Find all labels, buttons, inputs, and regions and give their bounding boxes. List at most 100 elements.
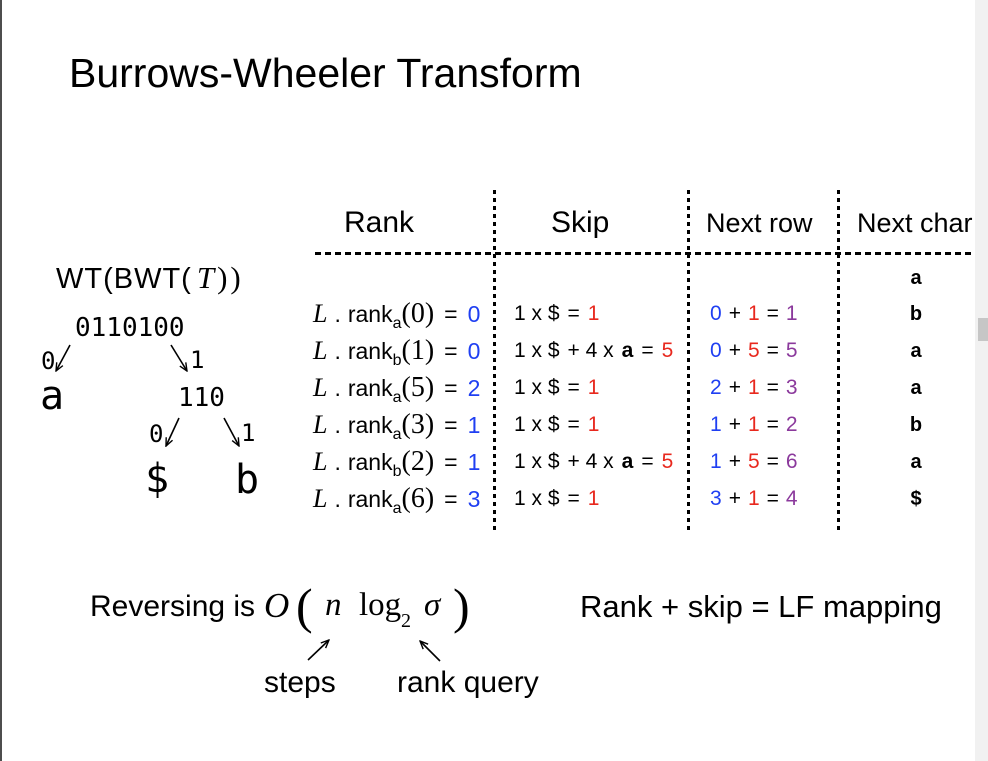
next-row-value: 3 bbox=[785, 376, 798, 399]
rank-query-annotation: rank query bbox=[397, 666, 539, 699]
caption-suffix: )) bbox=[217, 260, 244, 295]
dot-operator: . bbox=[334, 449, 341, 475]
log-function: log bbox=[359, 587, 402, 623]
skip-value: 1 bbox=[587, 302, 600, 325]
rank-expression: L . rank a (0) = 0 bbox=[313, 296, 480, 332]
rank-argument: (3) bbox=[401, 409, 435, 440]
lf-mapping-note: Rank + skip = LF mapping bbox=[580, 589, 942, 624]
skip-base: 1 x $ bbox=[514, 302, 560, 325]
root-left-edge-label: 0 bbox=[41, 347, 56, 375]
skip-expression: 1 x $ = 1 bbox=[514, 481, 599, 517]
current-rank: 3 bbox=[710, 487, 722, 510]
open-paren: ( bbox=[296, 578, 313, 634]
scrollbar-thumb[interactable] bbox=[978, 318, 988, 341]
rank-argument: (6) bbox=[401, 483, 435, 514]
variable-sigma: σ bbox=[424, 587, 441, 623]
dot-operator: . bbox=[334, 412, 341, 438]
rank-function: rank bbox=[347, 375, 393, 401]
skip-expression: 1 x $ = 1 bbox=[514, 296, 599, 332]
reversing-label: Reversing is bbox=[90, 590, 256, 623]
rank-character: a bbox=[392, 315, 402, 332]
equals-sign: = bbox=[766, 339, 779, 362]
header-rank: Rank bbox=[344, 206, 415, 239]
root-right-edge-label: 1 bbox=[190, 346, 205, 374]
equals-sign: = bbox=[641, 450, 654, 473]
skip-extra-char: a bbox=[621, 450, 634, 473]
equals-sign: = bbox=[567, 376, 580, 399]
equals-sign: = bbox=[641, 339, 654, 362]
table-row: L . rank b (2) = 1 1 x $ + 4 x a = 5 1 +… bbox=[0, 444, 975, 480]
leaf-a: a bbox=[40, 373, 65, 419]
next-row-value: 6 bbox=[785, 450, 798, 473]
skip-expression: 1 x $ = 1 bbox=[514, 370, 599, 406]
plus-sign: + bbox=[728, 450, 741, 473]
next-row-value: 5 bbox=[785, 339, 798, 362]
rank-character: a bbox=[392, 389, 402, 406]
equals-sign: = bbox=[444, 449, 458, 475]
rank-function: rank bbox=[347, 301, 393, 327]
rank-expression: L . rank a (3) = 1 bbox=[313, 407, 480, 443]
skip-extra: + 4 x bbox=[567, 339, 614, 362]
skip-base: 1 x $ bbox=[514, 450, 560, 473]
equals-sign: = bbox=[567, 302, 580, 325]
bwt-last-column-symbol: L bbox=[313, 410, 328, 439]
inner-right-edge-label: 1 bbox=[241, 419, 256, 447]
table-row: L . rank a (5) = 2 1 x $ = 1 2 + 1 = 3 a bbox=[0, 370, 975, 406]
rank-expression: L . rank a (6) = 3 bbox=[313, 481, 480, 517]
skip-extra-char: a bbox=[621, 339, 634, 362]
rank-character: b bbox=[392, 463, 402, 480]
table-row: L . rank b (1) = 0 1 x $ + 4 x a = 5 0 +… bbox=[0, 333, 975, 369]
next-char: a bbox=[910, 451, 922, 473]
bwt-last-column-symbol: L bbox=[313, 299, 328, 328]
log-base: 2 bbox=[401, 610, 411, 632]
equals-sign: = bbox=[766, 302, 779, 325]
skip-value: 5 bbox=[661, 339, 674, 362]
rank-value: 3 bbox=[467, 486, 481, 512]
skip-expression: 1 x $ + 4 x a = 5 bbox=[514, 444, 673, 480]
bwt-last-column-symbol: L bbox=[313, 336, 328, 365]
plus-sign: + bbox=[728, 376, 741, 399]
dot-operator: . bbox=[334, 375, 341, 401]
current-rank: 1 bbox=[710, 450, 722, 473]
equals-sign: = bbox=[567, 487, 580, 510]
next-row-expression: 1 + 5 = 6 bbox=[710, 444, 798, 480]
caption-variable: T bbox=[196, 260, 215, 295]
rank-value: 0 bbox=[467, 338, 481, 364]
rank-expression: L . rank b (1) = 0 bbox=[313, 333, 480, 369]
skip-expression: 1 x $ + 4 x a = 5 bbox=[514, 333, 673, 369]
skip-value: 1 bbox=[587, 376, 600, 399]
equals-sign: = bbox=[766, 450, 779, 473]
current-rank: 1 bbox=[710, 413, 722, 436]
rank-query-pointer-arrow bbox=[420, 641, 441, 662]
vertical-scrollbar[interactable] bbox=[975, 0, 988, 761]
rank-expression: L . rank a (5) = 2 bbox=[313, 370, 480, 406]
rank-argument: (0) bbox=[401, 298, 435, 329]
next-row-value: 4 bbox=[785, 487, 798, 510]
dot-operator: . bbox=[334, 301, 341, 327]
header-divider bbox=[315, 252, 975, 255]
equals-sign: = bbox=[444, 301, 458, 327]
equals-sign: = bbox=[444, 338, 458, 364]
header-next-row: Next row bbox=[706, 208, 813, 238]
rank-value: 1 bbox=[467, 412, 481, 438]
skip-amount: 1 bbox=[747, 487, 760, 510]
next-row-expression: 2 + 1 = 3 bbox=[710, 370, 798, 406]
caption-prefix: WT(BWT( bbox=[56, 263, 192, 295]
next-row-value: 2 bbox=[785, 413, 798, 436]
equals-sign: = bbox=[766, 413, 779, 436]
plus-sign: + bbox=[728, 339, 741, 362]
rank-expression: L . rank b (2) = 1 bbox=[313, 444, 480, 480]
rank-function: rank bbox=[347, 486, 393, 512]
equals-sign: = bbox=[766, 376, 779, 399]
dot-operator: . bbox=[334, 338, 341, 364]
next-char: b bbox=[909, 303, 923, 325]
close-paren: ) bbox=[453, 578, 470, 634]
rank-value: 0 bbox=[467, 301, 481, 327]
plus-sign: + bbox=[728, 302, 741, 325]
bwt-last-column-symbol: L bbox=[313, 447, 328, 476]
steps-pointer-arrow bbox=[307, 640, 329, 661]
next-row-expression: 1 + 1 = 2 bbox=[710, 407, 798, 443]
column-divider-skip-next-row bbox=[687, 190, 690, 532]
equals-sign: = bbox=[444, 375, 458, 401]
rank-function: rank bbox=[347, 338, 393, 364]
